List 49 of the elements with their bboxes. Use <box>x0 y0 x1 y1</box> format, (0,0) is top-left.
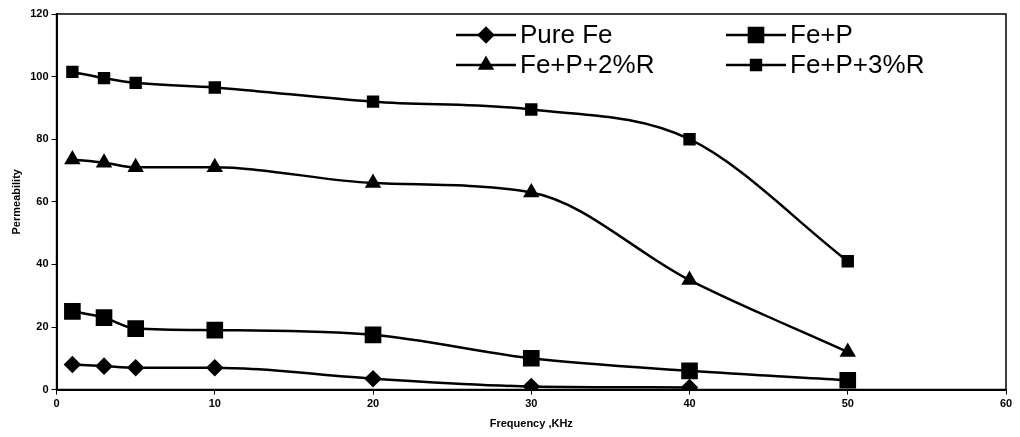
y-tick-label: 20 <box>36 320 49 333</box>
point <box>127 320 144 337</box>
x-axis-title: Frequency ,KHz <box>489 417 574 430</box>
point <box>364 326 382 344</box>
point <box>682 271 697 285</box>
point <box>64 303 81 320</box>
x-tick-label: 20 <box>366 397 380 410</box>
point <box>128 159 143 173</box>
point <box>206 359 224 376</box>
point <box>365 174 381 188</box>
point <box>64 356 81 373</box>
point <box>95 309 113 326</box>
legend-label: Fe+P <box>790 19 853 50</box>
point <box>364 370 382 387</box>
x-tick-label: 40 <box>683 397 696 410</box>
point <box>683 133 696 146</box>
x-tick-label: 30 <box>525 397 538 410</box>
y-tick-label: 40 <box>36 257 49 270</box>
y-tick-label: 0 <box>42 382 49 395</box>
x-tick-label: 0 <box>53 397 60 410</box>
point <box>841 255 854 268</box>
legend-label: Fe+P+2%R <box>520 49 655 80</box>
point <box>681 362 698 380</box>
x-tick-label: 10 <box>208 397 221 410</box>
y-tick-label: 120 <box>30 7 49 20</box>
y-tick-label: 60 <box>36 194 49 207</box>
point <box>127 359 144 376</box>
point <box>525 103 538 116</box>
point <box>96 154 112 168</box>
y-tick-label: 100 <box>30 69 49 82</box>
point <box>840 343 856 357</box>
x-tick-label: 50 <box>841 397 854 410</box>
point <box>129 76 142 90</box>
legend-label: Pure Fe <box>520 19 613 50</box>
legend-label: Fe+P+3%R <box>790 49 925 80</box>
y-axis-title: Permeability <box>9 168 22 235</box>
point <box>97 71 111 85</box>
x-tick-label: 60 <box>999 397 1013 410</box>
point <box>207 159 223 173</box>
point <box>65 151 80 165</box>
y-tick-label: 80 <box>36 132 49 145</box>
point <box>839 371 857 389</box>
point <box>522 349 540 367</box>
point <box>206 321 224 339</box>
point <box>95 357 113 375</box>
point <box>366 95 380 108</box>
point <box>208 81 221 94</box>
point <box>523 184 539 198</box>
point <box>66 65 79 79</box>
